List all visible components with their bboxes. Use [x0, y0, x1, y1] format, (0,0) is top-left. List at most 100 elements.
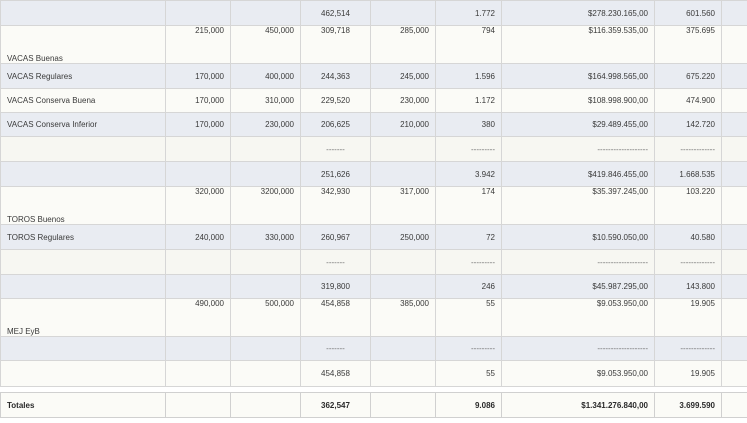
totals-cell: 362,547 — [300, 392, 371, 418]
table-cell: 55 — [435, 298, 502, 337]
row-label: VACAS Regulares — [0, 63, 166, 89]
table-cell — [165, 161, 231, 187]
table-cell — [165, 136, 231, 162]
table-cell: ------ — [721, 336, 747, 361]
table-cell: 245,000 — [370, 63, 436, 89]
table-cell: 405 — [721, 88, 747, 113]
table-row: TOROS Buenos 320,000 3200,000 342,930 317,00… — [0, 186, 747, 225]
table-cell: 500,000 — [230, 298, 301, 337]
livestock-report-table: 462,5141.772$278.230.165,00601.560339VAC… — [0, 0, 747, 387]
table-cell: ------------- — [654, 136, 722, 162]
table-cell: ------------------- — [501, 249, 655, 275]
table-cell: --------- — [435, 249, 502, 275]
table-cell: 385,000 — [370, 298, 436, 337]
table-cell: 593 — [721, 186, 747, 225]
table-cell: ------------------- — [501, 336, 655, 361]
table-cell: 362 — [721, 360, 747, 387]
table-row: ------- --------- ------------------- -----… — [0, 336, 747, 361]
totals-cell: 407 — [721, 392, 747, 418]
table-cell: ------------------- — [501, 136, 655, 162]
table-cell: 474.900 — [654, 88, 722, 113]
table-cell: 320,000 — [165, 186, 231, 225]
table-row: VACAS Conserva Inferior 170,000 230,000 206… — [0, 112, 747, 137]
row-label: TOROS Buenos — [0, 186, 166, 225]
row-label — [0, 136, 166, 162]
table-cell: 794 — [435, 25, 502, 64]
row-label: MEJ EyB — [0, 298, 166, 337]
table-cell: 40.580 — [654, 224, 722, 250]
totals-cell: 3.699.590 — [654, 392, 722, 418]
totals-cell: 9.086 — [435, 392, 502, 418]
table-cell: 3.942 — [435, 161, 502, 187]
totals-label: Totales — [0, 392, 166, 418]
table-row: VACAS Conserva Buena 170,000 310,000 229,52… — [0, 88, 747, 113]
table-cell: 400,000 — [230, 63, 301, 89]
table-cell: ------- — [300, 136, 371, 162]
table-cell: 1.172 — [435, 88, 502, 113]
table-cell: $10.590.050,00 — [501, 224, 655, 250]
table-cell — [230, 161, 301, 187]
table-row: VACAS Buenas 215,000 450,000 309,718 285,000… — [0, 25, 747, 64]
totals-row-table: Totales 362,547 9.086 $1.341.276.840,00 … — [0, 392, 747, 418]
table-cell: 206,625 — [300, 112, 371, 137]
table-cell: 19.905 — [654, 360, 722, 387]
table-cell: 230,000 — [370, 88, 436, 113]
table-cell: 170,000 — [165, 112, 231, 137]
table-cell: 170,000 — [165, 88, 231, 113]
table-cell: $164.998.565,00 — [501, 63, 655, 89]
table-cell: ------ — [721, 249, 747, 275]
table-cell: 339 — [721, 0, 747, 26]
table-row: MEJ EyB 490,000 500,000 454,858 385,000 55 $9.… — [0, 298, 747, 337]
table-row: VACAS Regulares 170,000 400,000 244,363 245,… — [0, 63, 747, 89]
table-row: ------- --------- ------------------- -----… — [0, 136, 747, 162]
table-cell: 251,626 — [300, 161, 371, 187]
table-body: 462,5141.772$278.230.165,00601.560339VAC… — [0, 0, 747, 387]
table-cell — [165, 249, 231, 275]
table-cell — [230, 136, 301, 162]
row-label: VACAS Conserva Inferior — [0, 112, 166, 137]
table-cell — [165, 360, 231, 387]
table-cell: 244,363 — [300, 63, 371, 89]
table-row: ------- --------- ------------------- -----… — [0, 249, 747, 275]
table-cell: 309,718 — [300, 25, 371, 64]
table-cell: 376 — [721, 112, 747, 137]
table-cell — [230, 336, 301, 361]
table-cell — [165, 0, 231, 26]
table-cell: 330,000 — [230, 224, 301, 250]
table-cell: 317,000 — [370, 186, 436, 225]
table-cell — [370, 274, 436, 299]
table-cell: 454,858 — [300, 298, 371, 337]
table-cell: 601.560 — [654, 0, 722, 26]
table-cell: 142.720 — [654, 112, 722, 137]
table-cell: 246 — [435, 274, 502, 299]
table-cell: 103.220 — [654, 186, 722, 225]
table-cell — [165, 336, 231, 361]
table-cell: 375.695 — [654, 25, 722, 64]
table-cell: 55 — [435, 360, 502, 387]
totals-cell — [230, 392, 301, 418]
table-cell: 19.905 — [654, 298, 722, 337]
table-cell: $45.987.295,00 — [501, 274, 655, 299]
table-cell: ------- — [300, 249, 371, 275]
table-cell — [230, 274, 301, 299]
row-label — [0, 249, 166, 275]
table-cell — [165, 274, 231, 299]
table-cell: 342,930 — [300, 186, 371, 225]
table-cell: 462,514 — [300, 0, 371, 26]
table-cell: $108.998.900,00 — [501, 88, 655, 113]
row-label: VACAS Conserva Buena — [0, 88, 166, 113]
table-cell: 229,520 — [300, 88, 371, 113]
table-cell: 1.772 — [435, 0, 502, 26]
table-cell: 310,000 — [230, 88, 301, 113]
table-cell: $278.230.165,00 — [501, 0, 655, 26]
table-cell — [370, 336, 436, 361]
table-cell: 170,000 — [165, 63, 231, 89]
table-cell: ------------- — [654, 249, 722, 275]
totals-cell — [165, 392, 231, 418]
table-cell — [230, 0, 301, 26]
table-cell: 675.220 — [654, 63, 722, 89]
table-cell: $9.053.950,00 — [501, 298, 655, 337]
